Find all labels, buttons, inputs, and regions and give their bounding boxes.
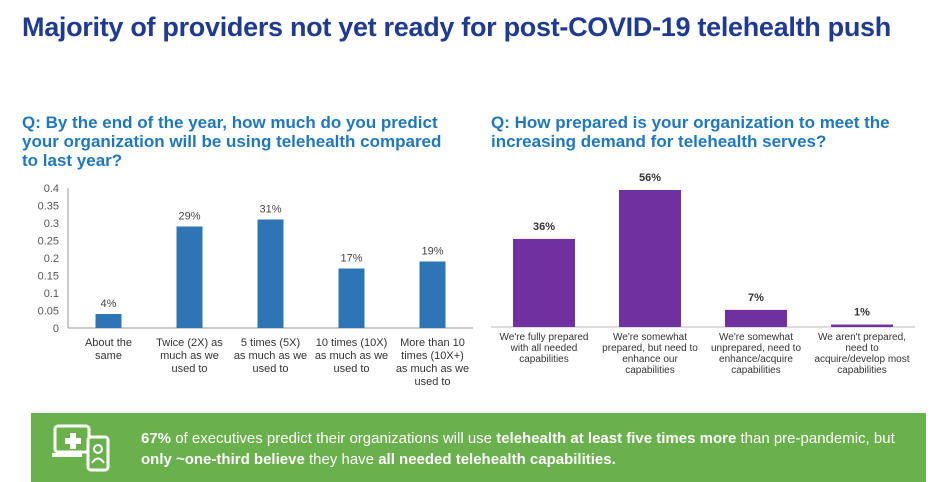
category-label: 10 times (10X) (316, 337, 388, 349)
y-tick-label: 0 (53, 323, 59, 335)
data-label: 7% (748, 292, 764, 304)
category-label: About the (85, 337, 132, 349)
y-tick-label: 0.15 (38, 271, 59, 283)
bar (95, 314, 122, 328)
data-label: 56% (639, 172, 661, 184)
category-label: Twice (2X) as (156, 337, 223, 349)
data-label: 36% (533, 221, 555, 233)
category-label: More than 10 (400, 337, 465, 349)
banner-text-segment: than pre-pandemic, but (736, 430, 895, 447)
category-label: as much as we (234, 350, 307, 362)
bar (619, 190, 681, 327)
banner-text-segment: they have (304, 451, 379, 468)
category-label: enhance/acquire (719, 354, 793, 365)
y-tick-label: 0.2 (44, 253, 59, 265)
category-label: prepared, but need to (602, 343, 698, 354)
summary-banner: 67% of executives predict their organiza… (31, 413, 926, 482)
category-label: used to (171, 363, 207, 375)
category-label: acquire/develop most (814, 354, 909, 365)
banner-text-segment: of executives predict their organization… (171, 430, 497, 447)
category-label: We're fully prepared (500, 332, 589, 343)
bar (513, 238, 575, 327)
category-label: We're somewhat (719, 332, 793, 343)
banner-text-emphasis: telehealth at least five times more (496, 430, 737, 447)
category-label: enhance our (622, 354, 678, 365)
category-label: as much as we (396, 363, 469, 375)
bar (419, 261, 446, 328)
category-label: 5 times (5X) (241, 337, 300, 349)
category-label: unprepared, need to (711, 343, 802, 354)
category-label: capabilities (625, 365, 674, 376)
category-label: capabilities (519, 354, 568, 365)
data-label: 19% (421, 246, 443, 258)
y-tick-label: 0.3 (44, 218, 59, 230)
question-left: Q: By the end of the year, how much do y… (22, 113, 442, 170)
question-right: Q: How prepared is your organization to … (491, 113, 890, 151)
bar (725, 309, 787, 327)
page-title: Majority of providers not yet ready for … (22, 12, 891, 42)
telehealth-device-icon (52, 424, 110, 472)
y-tick-label: 0.25 (38, 236, 59, 248)
bar (831, 324, 893, 327)
y-tick-label: 0.1 (44, 288, 59, 300)
category-label: We're somewhat (613, 332, 687, 343)
banner-text-emphasis: 67% (141, 430, 172, 447)
banner-text: 67% of executives predict their organiza… (141, 428, 901, 470)
data-label: 1% (854, 307, 870, 319)
category-label: with all needed (510, 343, 578, 354)
category-label: used to (333, 363, 369, 375)
category-label: times (10X+) (401, 350, 464, 362)
bar (176, 226, 203, 328)
y-tick-label: 0.35 (38, 201, 59, 213)
category-label: same (95, 350, 122, 362)
data-label: 29% (178, 211, 200, 223)
bar (257, 219, 284, 328)
banner-text-emphasis: only ~one-third believe (141, 451, 305, 468)
banner-text-emphasis: all needed telehealth capabilities. (378, 451, 616, 468)
category-label: much as we (160, 350, 219, 362)
data-label: 31% (259, 204, 281, 216)
category-label: as much as we (315, 350, 388, 362)
category-label: capabilities (731, 365, 780, 376)
category-label: used to (252, 363, 288, 375)
y-tick-label: 0.05 (38, 306, 59, 318)
category-label: need to (845, 343, 879, 354)
category-label: We aren't prepared, (818, 332, 906, 343)
bar (338, 268, 365, 328)
data-label: 4% (101, 298, 117, 310)
category-label: used to (414, 376, 450, 388)
y-tick-label: 0.4 (44, 183, 59, 195)
category-label: capabilities (837, 365, 886, 376)
data-label: 17% (340, 253, 362, 265)
